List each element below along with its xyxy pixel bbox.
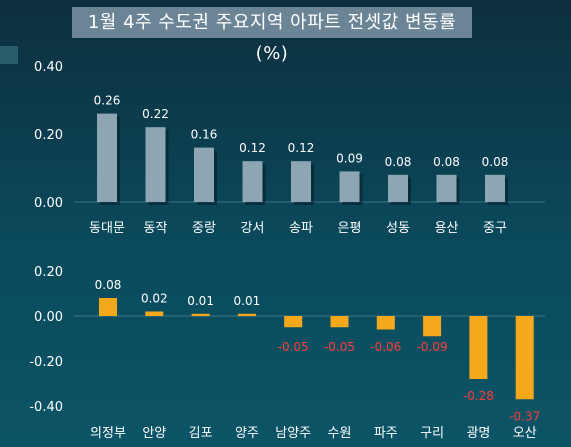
chart2-data-label: -0.09 [417,340,448,354]
chart2-bar [515,316,534,400]
chart1-data-label: 0.08 [433,155,460,169]
chart2-data-label: 0.01 [187,294,214,308]
chart1-bar [242,161,263,202]
chart1-data-label: 0.12 [239,141,266,155]
chart2-data-label: 0.01 [234,294,261,308]
chart2-ytick: -0.40 [29,400,63,415]
chart1-bar [145,127,166,202]
chart2-category-label: 양주 [235,426,259,441]
chart1-ytick: 0.40 [34,60,63,75]
chart1-bar [485,174,505,202]
chart1-category-label: 동대문 [89,221,125,236]
chart2-category-label: 광명 [466,426,490,441]
chart1-data-label: 0.16 [191,128,218,142]
chart2-category-label: 구리 [420,426,444,441]
chart1-data-label: 0.22 [142,107,169,121]
chart1-data-label: 0.26 [94,94,121,108]
chart2-data-label: 0.02 [141,292,168,306]
chart2-category-label: 오산 [513,426,537,441]
chart2-data-label: -0.05 [278,340,309,354]
chart2-bar [469,316,488,379]
chart1-category-label: 동작 [144,221,168,236]
chart1-ytick: 0.20 [34,128,63,143]
chart2-ytick: 0.00 [34,310,63,325]
chart1-bar [194,147,214,202]
chart2-bar [284,316,303,328]
chart1-category-label: 강서 [241,221,265,236]
chart2-category-label: 안양 [142,426,166,441]
chart2-data-label: -0.05 [324,340,355,354]
chart2-category-label: 남양주 [275,426,311,441]
chart1-bar [291,161,311,202]
chart2-bar [99,298,117,316]
chart1-data-label: 0.08 [482,155,509,169]
chart-title: 1월 4주 수도권 주요지역 아파트 전셋값 변동률(%) [72,7,472,64]
chart2-data-label: -0.37 [509,409,540,423]
chart2-bar [376,316,395,330]
chart1-category-label: 중랑 [192,221,216,236]
chart2-data-label: -0.06 [370,340,401,354]
chart2-bar [330,316,349,328]
chart1-category-label: 용산 [435,221,459,236]
chart2-bar [237,313,256,316]
chart2-ytick: -0.20 [29,355,63,370]
chart2-bar [423,316,442,337]
chart2-ytick: 0.20 [34,265,63,280]
chart1-data-label: 0.08 [385,155,412,169]
chart2-category-label: 김포 [189,426,213,441]
chart2-data-label: 0.08 [95,278,122,292]
chart1-bar [436,174,457,202]
chart1-category-label: 송파 [289,221,313,236]
corner-tab [0,46,18,64]
chart1-ytick: 0.00 [34,196,63,211]
chart2-category-label: 수원 [328,426,352,441]
chart2-category-label: 의정부 [90,426,126,441]
chart1-category-label: 중구 [483,221,507,236]
chart1-data-label: 0.12 [288,141,315,155]
chart1-bar [339,171,360,202]
chart2-data-label: -0.28 [463,389,494,403]
chart1-data-label: 0.09 [336,151,363,165]
chart1-bar [97,113,117,202]
chart2-bar [145,311,164,316]
chart2-category-label: 파주 [374,426,398,441]
chart2-bar [191,313,210,316]
chart1-category-label: 은평 [338,221,362,236]
chart1-category-label: 성동 [386,221,410,236]
chart1-bar [388,174,408,202]
